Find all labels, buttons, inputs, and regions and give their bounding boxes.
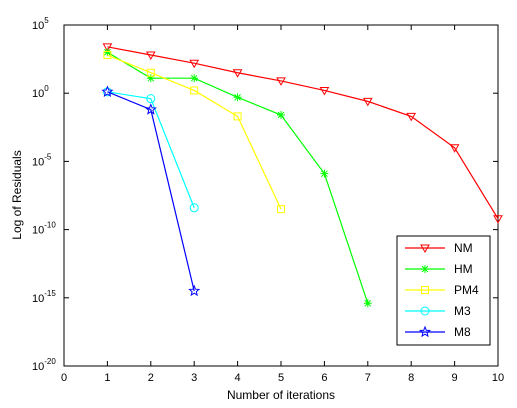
data-point-nm xyxy=(102,43,113,52)
x-tick-label: 7 xyxy=(365,372,371,384)
x-tick-label: 3 xyxy=(191,372,197,384)
x-tick-label: 10 xyxy=(492,372,504,384)
y-tick-exponent: -20 xyxy=(44,357,56,366)
data-point-nm xyxy=(406,112,417,122)
x-tick-label: 4 xyxy=(235,372,241,384)
y-tick-base: 10 xyxy=(32,225,44,237)
data-point-hm xyxy=(363,299,372,308)
data-point-nm xyxy=(276,77,286,86)
data-point-pm4 xyxy=(277,205,285,214)
series-hm xyxy=(103,48,372,308)
legend-entry-pm4: PM4 xyxy=(405,283,479,297)
y-tick-label: 10-5 xyxy=(32,152,52,168)
legend: NM HM PM4 M3 M8 xyxy=(396,235,491,346)
legend-swatch-marker xyxy=(418,325,432,338)
series-line xyxy=(107,91,195,209)
data-point-nm xyxy=(232,69,243,78)
y-tick-base: 10 xyxy=(32,361,44,373)
y-tick-label: 105 xyxy=(32,16,49,32)
y-tick-exponent: -15 xyxy=(44,289,56,298)
data-point-pm4 xyxy=(103,51,112,60)
data-point-m3 xyxy=(189,203,199,213)
legend-swatch-marker xyxy=(420,244,430,254)
x-tick-label: 9 xyxy=(452,372,458,384)
data-point-nm xyxy=(189,59,200,69)
data-point-m3 xyxy=(146,94,156,104)
series-pm4 xyxy=(103,51,285,214)
series-line xyxy=(107,46,499,220)
x-tick-label: 8 xyxy=(408,372,414,384)
y-tick-label: 100 xyxy=(32,84,49,100)
legend-swatch-marker xyxy=(421,286,429,294)
legend-label: PM4 xyxy=(454,283,479,297)
legend-label: M8 xyxy=(454,325,471,339)
legend-swatch-marker xyxy=(420,306,430,316)
legend-label: M3 xyxy=(454,304,471,318)
legend-entry-m8: M8 xyxy=(405,325,471,339)
series-line xyxy=(107,91,195,292)
data-point-m8 xyxy=(188,284,201,297)
data-point-hm xyxy=(277,111,285,120)
y-tick-exponent: -10 xyxy=(44,221,56,230)
series-line xyxy=(107,54,282,210)
data-point-hm xyxy=(146,74,155,83)
x-tick-label: 2 xyxy=(148,372,154,384)
data-point-hm xyxy=(103,48,112,57)
data-point-nm xyxy=(449,144,460,153)
x-tick-label: 0 xyxy=(61,372,67,384)
series-m3 xyxy=(102,87,199,213)
x-tick-label: 1 xyxy=(104,372,110,384)
series-m8 xyxy=(101,85,201,297)
x-tick-label: 5 xyxy=(278,372,284,384)
y-tick-exponent: -5 xyxy=(44,152,52,161)
y-tick-label: 10-20 xyxy=(32,357,56,373)
y-tick-label: 10-15 xyxy=(32,289,56,305)
y-tick-base: 10 xyxy=(32,20,44,32)
y-tick-base: 10 xyxy=(32,156,44,168)
legend-label: HM xyxy=(454,262,473,276)
data-point-m8 xyxy=(101,85,114,97)
data-point-hm xyxy=(233,93,242,102)
x-axis-label: Number of iterations xyxy=(227,388,335,402)
data-point-nm xyxy=(319,86,330,96)
legend-entry-m3: M3 xyxy=(405,304,471,318)
y-tick-base: 10 xyxy=(32,88,44,100)
legend-swatch-marker xyxy=(421,265,429,273)
legend-label: NM xyxy=(454,241,473,255)
legend-entry-nm: NM xyxy=(405,241,473,255)
data-point-nm xyxy=(493,215,503,224)
series-nm xyxy=(102,43,503,224)
data-point-hm xyxy=(320,169,329,178)
data-point-pm4 xyxy=(146,68,155,77)
x-tick-label: 6 xyxy=(321,372,327,384)
data-point-nm xyxy=(362,97,373,107)
data-point-m8 xyxy=(144,103,157,115)
y-tick-label: 10-10 xyxy=(32,221,56,237)
y-tick-exponent: 0 xyxy=(44,84,49,93)
y-axis-label: Log of Residuals xyxy=(10,150,24,239)
series-layer xyxy=(101,43,503,308)
data-point-nm xyxy=(145,51,156,61)
data-point-pm4 xyxy=(233,112,242,121)
legend-entry-hm: HM xyxy=(405,262,473,276)
y-tick-base: 10 xyxy=(32,293,44,305)
data-point-hm xyxy=(190,74,199,83)
y-tick-exponent: 5 xyxy=(44,16,49,25)
data-point-pm4 xyxy=(190,86,199,95)
